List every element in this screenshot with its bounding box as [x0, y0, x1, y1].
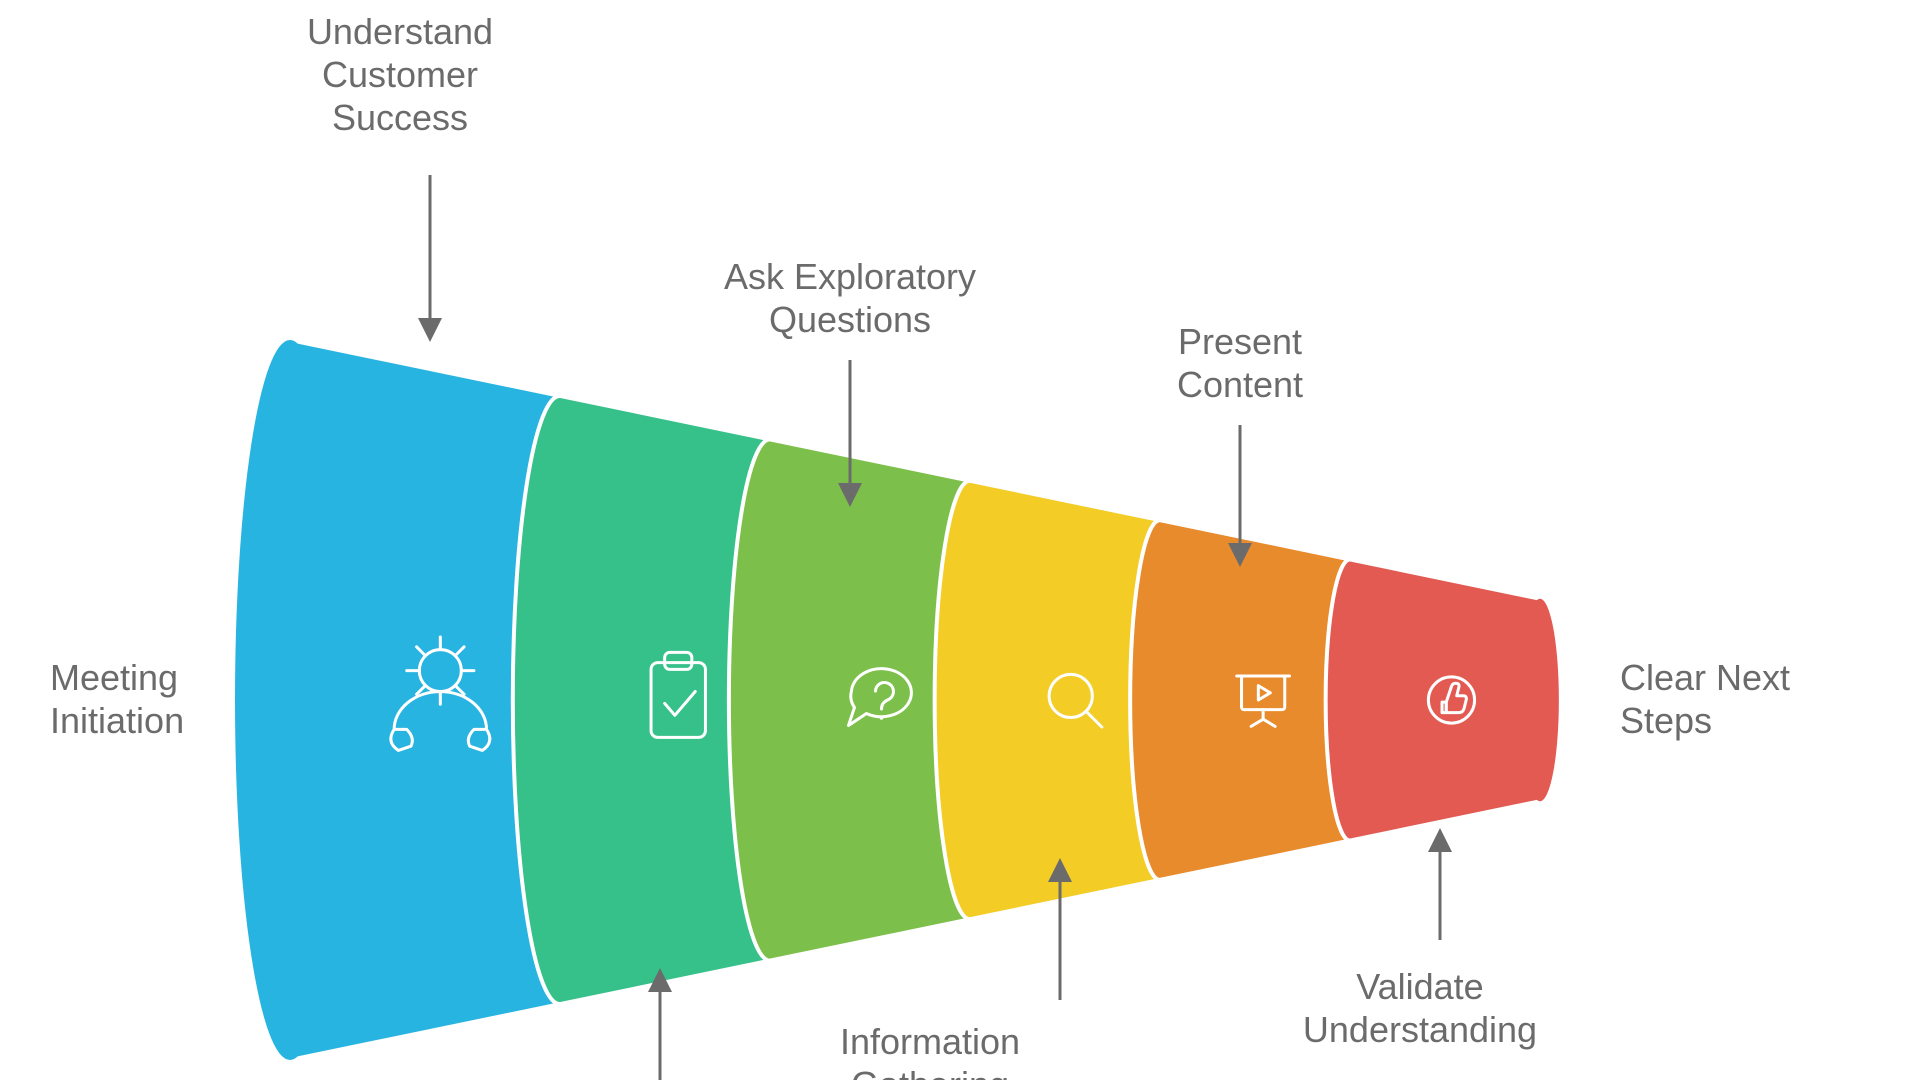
label-present-content: Present Content: [1130, 320, 1350, 406]
funnel-tail-cap: [1521, 599, 1559, 801]
funnel-mouth: [235, 340, 345, 1060]
label-ask-exploratory-questions: Ask Exploratory Questions: [700, 255, 1000, 341]
label-understand-customer-success: Understand Customer Success: [260, 10, 540, 140]
left-label: Meeting Initiation: [50, 656, 184, 742]
label-validate-understanding: Validate Understanding: [1270, 965, 1570, 1051]
right-label: Clear Next Steps: [1620, 656, 1790, 742]
label-information-gathering: Information Gathering: [800, 1020, 1060, 1080]
funnel-diagram: Meeting Initiation Clear Next Steps Unde…: [0, 0, 1920, 1080]
funnel-svg: [0, 0, 1920, 1080]
